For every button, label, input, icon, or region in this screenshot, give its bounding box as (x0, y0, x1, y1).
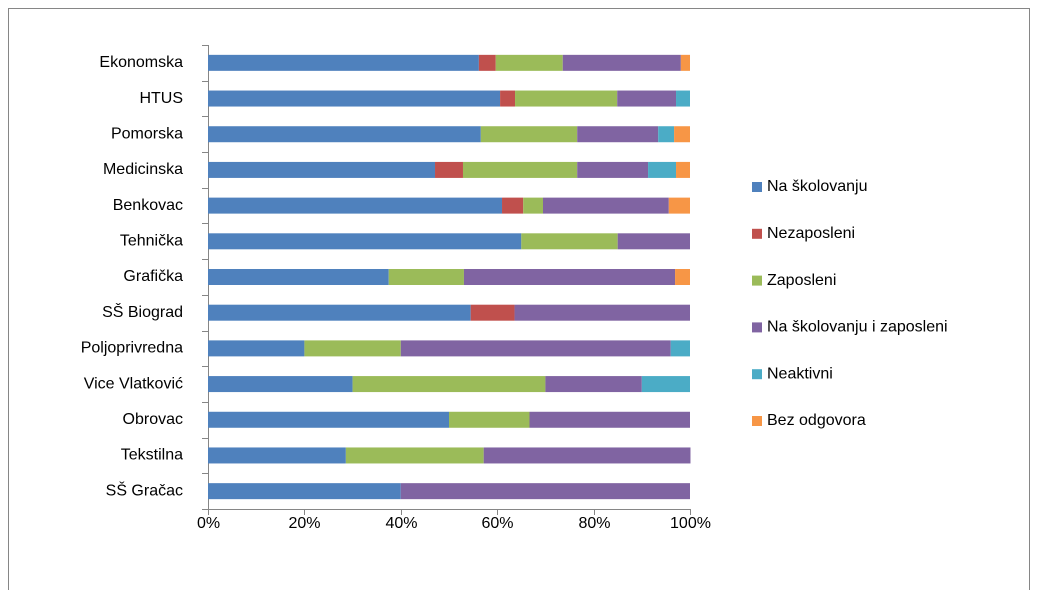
y-tick-label: SŠ Biograd (102, 302, 183, 321)
legend-swatch (752, 275, 762, 286)
y-tick-label: HTUS (139, 90, 183, 107)
bar-segment (577, 126, 659, 143)
bar-segment (208, 54, 479, 71)
bar-segment (641, 376, 690, 393)
x-tick-label: 100% (670, 515, 711, 532)
bar-segment (617, 90, 677, 107)
legend-swatch (752, 369, 762, 380)
bar-segment (670, 340, 690, 357)
y-tick-label: Vice Vlatković (84, 375, 183, 392)
bar-segment (674, 126, 690, 143)
bar-segment (400, 483, 690, 500)
bar-segment (435, 161, 463, 178)
bar-segment (208, 233, 522, 250)
legend-label: Bez odgovora (767, 412, 866, 429)
chart-border (8, 8, 1030, 590)
bar-segment (208, 483, 401, 500)
bar-segment (675, 269, 690, 285)
bar-segment (500, 90, 516, 107)
bar-segment (352, 376, 546, 393)
bar-segment (208, 126, 481, 143)
legend-swatch (752, 322, 762, 333)
legend-swatch (752, 416, 762, 426)
bar-segment (304, 340, 401, 357)
y-tick-label: SŠ Gračac (106, 480, 183, 499)
bar-segment (483, 447, 691, 464)
legend-swatch (752, 228, 762, 239)
y-tick-label: Obrovac (123, 411, 183, 428)
legend-label: Na školovanju (767, 178, 868, 195)
bar-segment (523, 197, 543, 214)
bar-segment (208, 447, 346, 464)
y-tick-label: Pomorska (111, 125, 183, 142)
bar-segment (617, 233, 690, 250)
x-tick-label: 20% (288, 515, 320, 532)
y-tick-label: Benkovac (113, 197, 183, 214)
bar-segment (668, 197, 690, 214)
bar-segment (545, 376, 642, 393)
bar-segment (495, 54, 563, 71)
bar-segment (648, 161, 677, 178)
bar-segment (521, 233, 618, 250)
bar-segment (208, 269, 389, 285)
bar-segment (676, 90, 690, 107)
bar-segment (658, 126, 675, 143)
bar-segment (208, 197, 503, 214)
bar-segment (208, 411, 449, 428)
bar-segment (480, 126, 578, 143)
bar-segment (449, 411, 530, 428)
bar-segment (502, 197, 524, 214)
bar-segment (462, 161, 578, 178)
y-tick-label: Ekonomska (99, 54, 183, 71)
bar-segment (478, 54, 496, 71)
bar-segment (388, 269, 464, 285)
bar-segment (577, 161, 649, 178)
bar-segment (208, 161, 436, 178)
bar-segment (515, 90, 618, 107)
y-tick-label: Tekstilna (121, 447, 183, 464)
x-tick-label: 80% (578, 515, 610, 532)
legend-label: Na školovanju i zaposleni (767, 319, 948, 336)
bar-segment (470, 304, 515, 321)
bar-segment (514, 304, 690, 321)
bar-segment (529, 411, 690, 428)
legend-label: Neaktivni (767, 365, 833, 382)
bar-segment (345, 447, 484, 464)
legend-swatch (752, 182, 762, 192)
bar-segment (542, 197, 669, 214)
x-tick-label: 40% (385, 515, 417, 532)
bar-segment (208, 376, 353, 393)
bar-segment (676, 161, 690, 178)
y-tick-label: Grafička (123, 268, 183, 285)
y-tick-label: Tehnička (120, 233, 183, 250)
bar-segment (463, 269, 676, 285)
bar-segment (400, 340, 671, 357)
bar-segment (208, 304, 471, 321)
y-tick-label: Poljoprivredna (81, 340, 183, 357)
bar-segment (680, 54, 690, 71)
bar-segment (208, 340, 305, 357)
bar-segment (562, 54, 681, 71)
legend-label: Nezaposleni (767, 225, 855, 242)
x-tick-label: 60% (481, 515, 513, 532)
x-tick-label: 0% (197, 515, 220, 532)
legend-label: Zaposleni (767, 272, 836, 289)
bar-segment (208, 90, 501, 107)
y-tick-label: Medicinska (103, 161, 183, 178)
